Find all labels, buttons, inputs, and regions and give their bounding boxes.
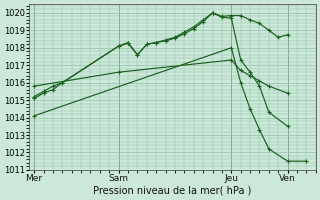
X-axis label: Pression niveau de la mer( hPa ): Pression niveau de la mer( hPa ) [93,186,252,196]
